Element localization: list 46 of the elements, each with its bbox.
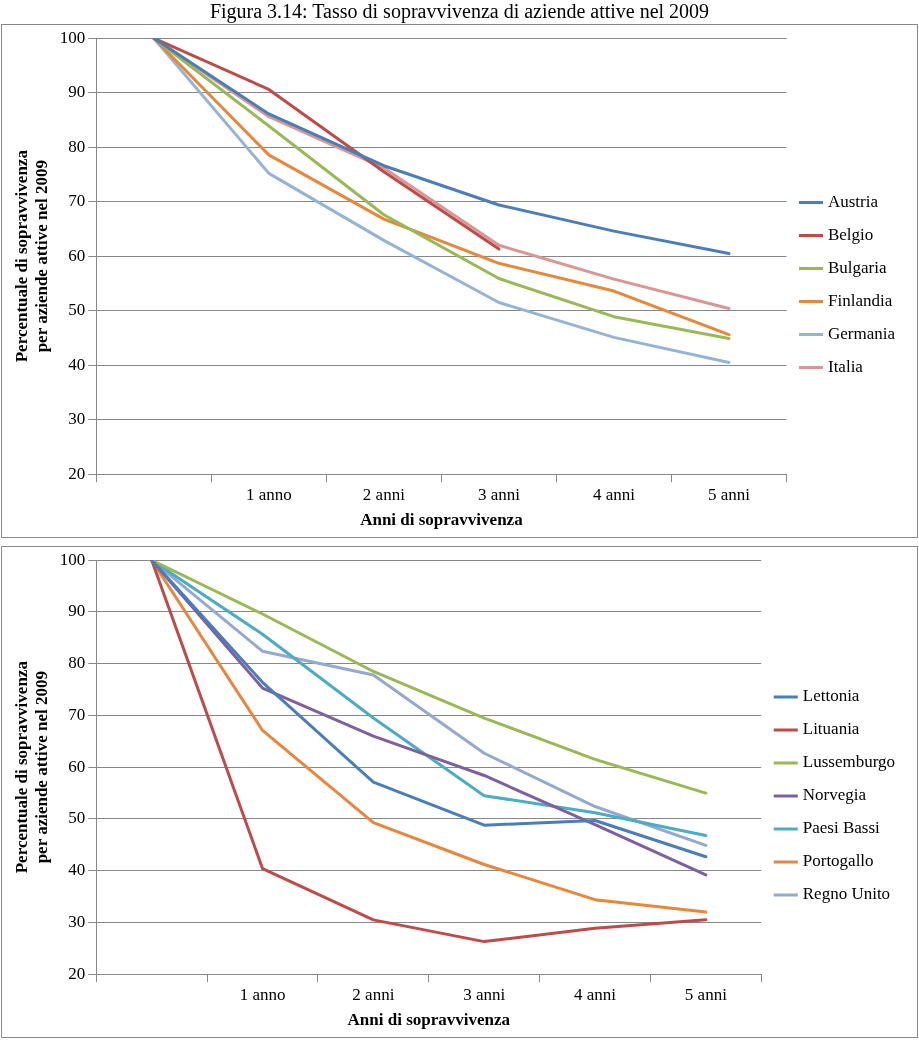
y-tick-label: 100 — [59, 549, 86, 569]
y-tick-label: 30 — [68, 409, 86, 429]
y-tick-label: 60 — [68, 245, 86, 265]
y-tick-label: 60 — [68, 756, 86, 776]
legend-label: Portogallo — [802, 851, 874, 871]
y-axis-title: Percentuale di sopravvivenza per aziende attive nel 2009 — [11, 149, 51, 363]
x-tick-label: 3 anni — [463, 984, 506, 1004]
y-tick-label: 80 — [68, 136, 86, 156]
x-tick-label: 5 anni — [684, 984, 728, 1004]
y-tick-label: 100 — [59, 27, 86, 47]
legend-label: Norvegia — [802, 785, 867, 805]
y-tick-label: 70 — [68, 191, 86, 211]
legend-label: Paesi Bassi — [802, 818, 881, 838]
y-tick-label: 50 — [68, 300, 86, 320]
x-tick-label: 3 anni — [477, 484, 521, 504]
legend-label: Germania — [827, 323, 896, 343]
x-tick-label: 4 anni — [574, 984, 617, 1004]
y-axis-title: Percentuale di sopravvivenza per aziende attive nel 2009 — [11, 660, 51, 874]
legend-label: Lettonia — [802, 686, 860, 706]
x-tick-label: 2 anni — [362, 484, 406, 504]
y-tick-label: 90 — [68, 82, 86, 102]
y-tick-label: 40 — [68, 860, 86, 880]
legend-label: Italia — [827, 356, 864, 376]
y-tick-label: 90 — [68, 601, 86, 621]
x-tick-label: 1 anno — [245, 484, 292, 504]
x-tick-label: 4 anni — [592, 484, 636, 504]
x-tick-label: 5 anni — [707, 484, 751, 504]
legend-label: Belgio — [827, 224, 874, 244]
x-tick-label: 2 anni — [352, 984, 395, 1004]
legend-label: Finlandia — [827, 290, 893, 310]
y-tick-label: 70 — [68, 704, 86, 724]
legend-label: Austria — [827, 191, 879, 211]
y-tick-label: 50 — [68, 808, 86, 828]
chart-title: Figura 3.14: Tasso di sopravvivenza di aziende attive nel 2009 — [208, 0, 711, 24]
y-tick-label: 20 — [68, 963, 86, 983]
y-tick-label: 40 — [68, 354, 86, 374]
y-tick-label: 80 — [68, 653, 86, 673]
y-tick-label: 30 — [68, 911, 86, 931]
legend-label: Bulgaria — [827, 257, 887, 277]
x-axis-title: Anni di sopravvivenza — [347, 1010, 511, 1030]
legend-label: Regno Unito — [802, 884, 891, 904]
legend-label: Lussemburgo — [802, 752, 896, 772]
x-tick-label: 1 anno — [239, 984, 286, 1004]
legend-label: Lituania — [802, 719, 860, 739]
y-tick-label: 20 — [68, 463, 86, 483]
x-axis-title: Anni di sopravvivenza — [360, 510, 524, 530]
